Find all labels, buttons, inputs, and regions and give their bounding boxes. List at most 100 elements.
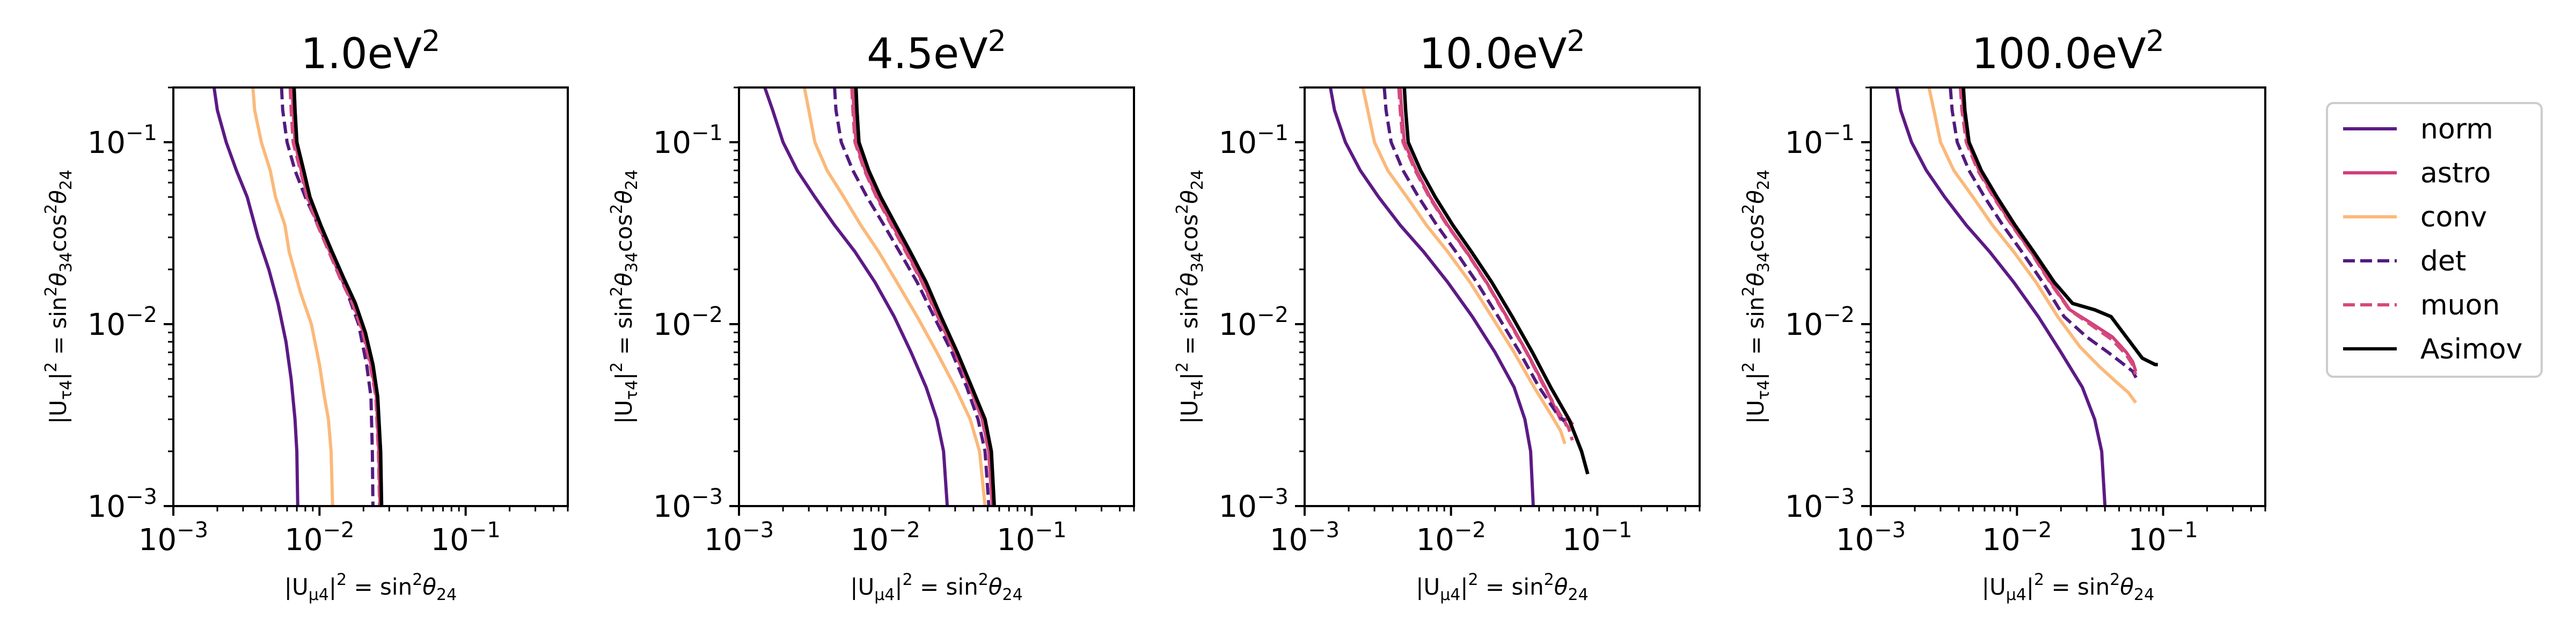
- label-part: −3: [1308, 518, 1340, 543]
- label-part: 10: [1270, 523, 1308, 558]
- label-part: −3: [691, 485, 723, 509]
- series-line-conv: [1927, 87, 2138, 404]
- label-part: |: [2026, 574, 2034, 600]
- legend-label-det: det: [2420, 245, 2466, 277]
- x-tick-label: 10−2: [851, 518, 920, 558]
- label-part: 10: [851, 523, 889, 558]
- y-tick-label: 10−2: [1785, 303, 1855, 342]
- label-part: θ: [2120, 574, 2134, 600]
- label-part: |U: [45, 400, 71, 424]
- label-part: |U: [850, 574, 874, 600]
- x-axis-label: |Uμ4|2 = sin2θ24: [1416, 570, 1588, 604]
- label-part: 2: [1567, 24, 1585, 58]
- label-part: |: [1460, 574, 1468, 600]
- legend-label-conv: conv: [2420, 201, 2487, 233]
- y-tick-label: 10−1: [1785, 121, 1855, 160]
- x-tick-label: 10−2: [284, 518, 354, 558]
- x-axis-label: |Uμ4|2 = sin2θ24: [284, 570, 457, 604]
- label-part: μ4: [874, 586, 895, 604]
- x-tick-label: 10−1: [1562, 518, 1632, 558]
- y-tick-label: 10−2: [87, 303, 157, 342]
- label-part: 2: [336, 570, 347, 589]
- panel-title: 10.0eV2: [1419, 24, 1585, 78]
- series-group: [1329, 87, 1590, 506]
- label-part: cos: [1176, 214, 1203, 252]
- series-group: [763, 87, 996, 506]
- label-part: θ: [611, 273, 637, 287]
- label-part: 24: [1002, 586, 1023, 604]
- label-part: μ4: [1440, 586, 1460, 604]
- label-part: 10: [1785, 308, 1823, 342]
- label-part: 24: [2134, 586, 2154, 604]
- label-part: τ4: [623, 380, 641, 400]
- series-line-norm: [212, 87, 299, 506]
- series-line-det: [1382, 87, 1571, 431]
- label-part: θ: [422, 574, 436, 600]
- label-part: |U: [1176, 400, 1203, 424]
- label-part: −3: [177, 518, 208, 543]
- x-tick-label: 10−3: [1270, 518, 1340, 558]
- series-line-asimov: [292, 87, 384, 506]
- legend-label-norm: norm: [2420, 113, 2493, 145]
- series-line-muon: [850, 87, 994, 506]
- axes-frame: [738, 86, 1135, 507]
- label-part: 10: [653, 308, 691, 342]
- series-line-norm: [763, 87, 949, 506]
- series-group: [212, 87, 384, 506]
- label-part: 2: [1173, 287, 1192, 297]
- y-axis-label: |Uτ4|2 = sin2θ34cos2θ24: [42, 170, 76, 424]
- y-tick-label: 10−3: [653, 485, 723, 524]
- label-part: θ: [611, 190, 637, 204]
- label-part: 2: [422, 24, 440, 58]
- label-part: = sin: [611, 297, 637, 362]
- label-part: 2: [903, 570, 913, 589]
- label-part: 2: [978, 570, 989, 589]
- label-part: 10: [87, 308, 126, 342]
- legend-label-astro: astro: [2420, 157, 2491, 189]
- y-axis-label: |Uτ4|2 = sin2θ34cos2θ24: [1173, 170, 1207, 424]
- label-part: −2: [1823, 303, 1855, 327]
- label-part: θ: [45, 190, 71, 204]
- label-part: 10: [87, 489, 126, 524]
- label-part: |: [1176, 372, 1203, 380]
- label-part: 34: [57, 252, 76, 273]
- x-tick-label: 10−3: [1836, 518, 1906, 558]
- label-part: 24: [1754, 170, 1773, 190]
- label-part: θ: [45, 273, 71, 287]
- label-part: −3: [1823, 485, 1855, 509]
- label-part: τ4: [1188, 380, 1207, 400]
- label-part: 100.0eV: [1972, 30, 2146, 78]
- label-part: θ: [989, 574, 1002, 600]
- label-part: 24: [1568, 586, 1589, 604]
- label-part: 2: [42, 204, 61, 214]
- label-part: τ4: [1754, 380, 1773, 400]
- label-part: θ: [1743, 190, 1769, 204]
- y-axis-label: |Uτ4|2 = sin2θ34cos2θ24: [608, 170, 641, 424]
- y-tick-label: 10−1: [1219, 121, 1289, 160]
- series-line-astro: [1960, 87, 2138, 372]
- series-line-det: [1949, 87, 2139, 380]
- label-part: cos: [611, 214, 637, 252]
- label-part: 10: [997, 523, 1035, 558]
- label-part: |U: [1416, 574, 1440, 600]
- series-line-asimov: [854, 87, 996, 506]
- series-group: [1895, 87, 2158, 506]
- label-part: 2: [608, 287, 626, 297]
- label-part: 4.5eV: [867, 30, 987, 78]
- series-line-norm: [1895, 87, 2107, 506]
- label-part: −2: [126, 303, 157, 327]
- label-part: 2: [42, 287, 61, 297]
- panel-title: 4.5eV2: [867, 24, 1006, 78]
- label-part: −2: [323, 518, 354, 543]
- label-part: 34: [1754, 252, 1773, 273]
- y-tick-label: 10−3: [1219, 485, 1289, 524]
- label-part: |: [611, 372, 637, 380]
- label-part: 10: [1219, 489, 1257, 524]
- series-line-muon: [1397, 87, 1574, 441]
- legend: norm astro conv det muon Asimov: [2326, 102, 2543, 378]
- label-part: −1: [1035, 518, 1067, 543]
- label-part: 2: [1739, 204, 1758, 214]
- label-part: −1: [1601, 518, 1633, 543]
- label-part: 2: [1544, 570, 1554, 589]
